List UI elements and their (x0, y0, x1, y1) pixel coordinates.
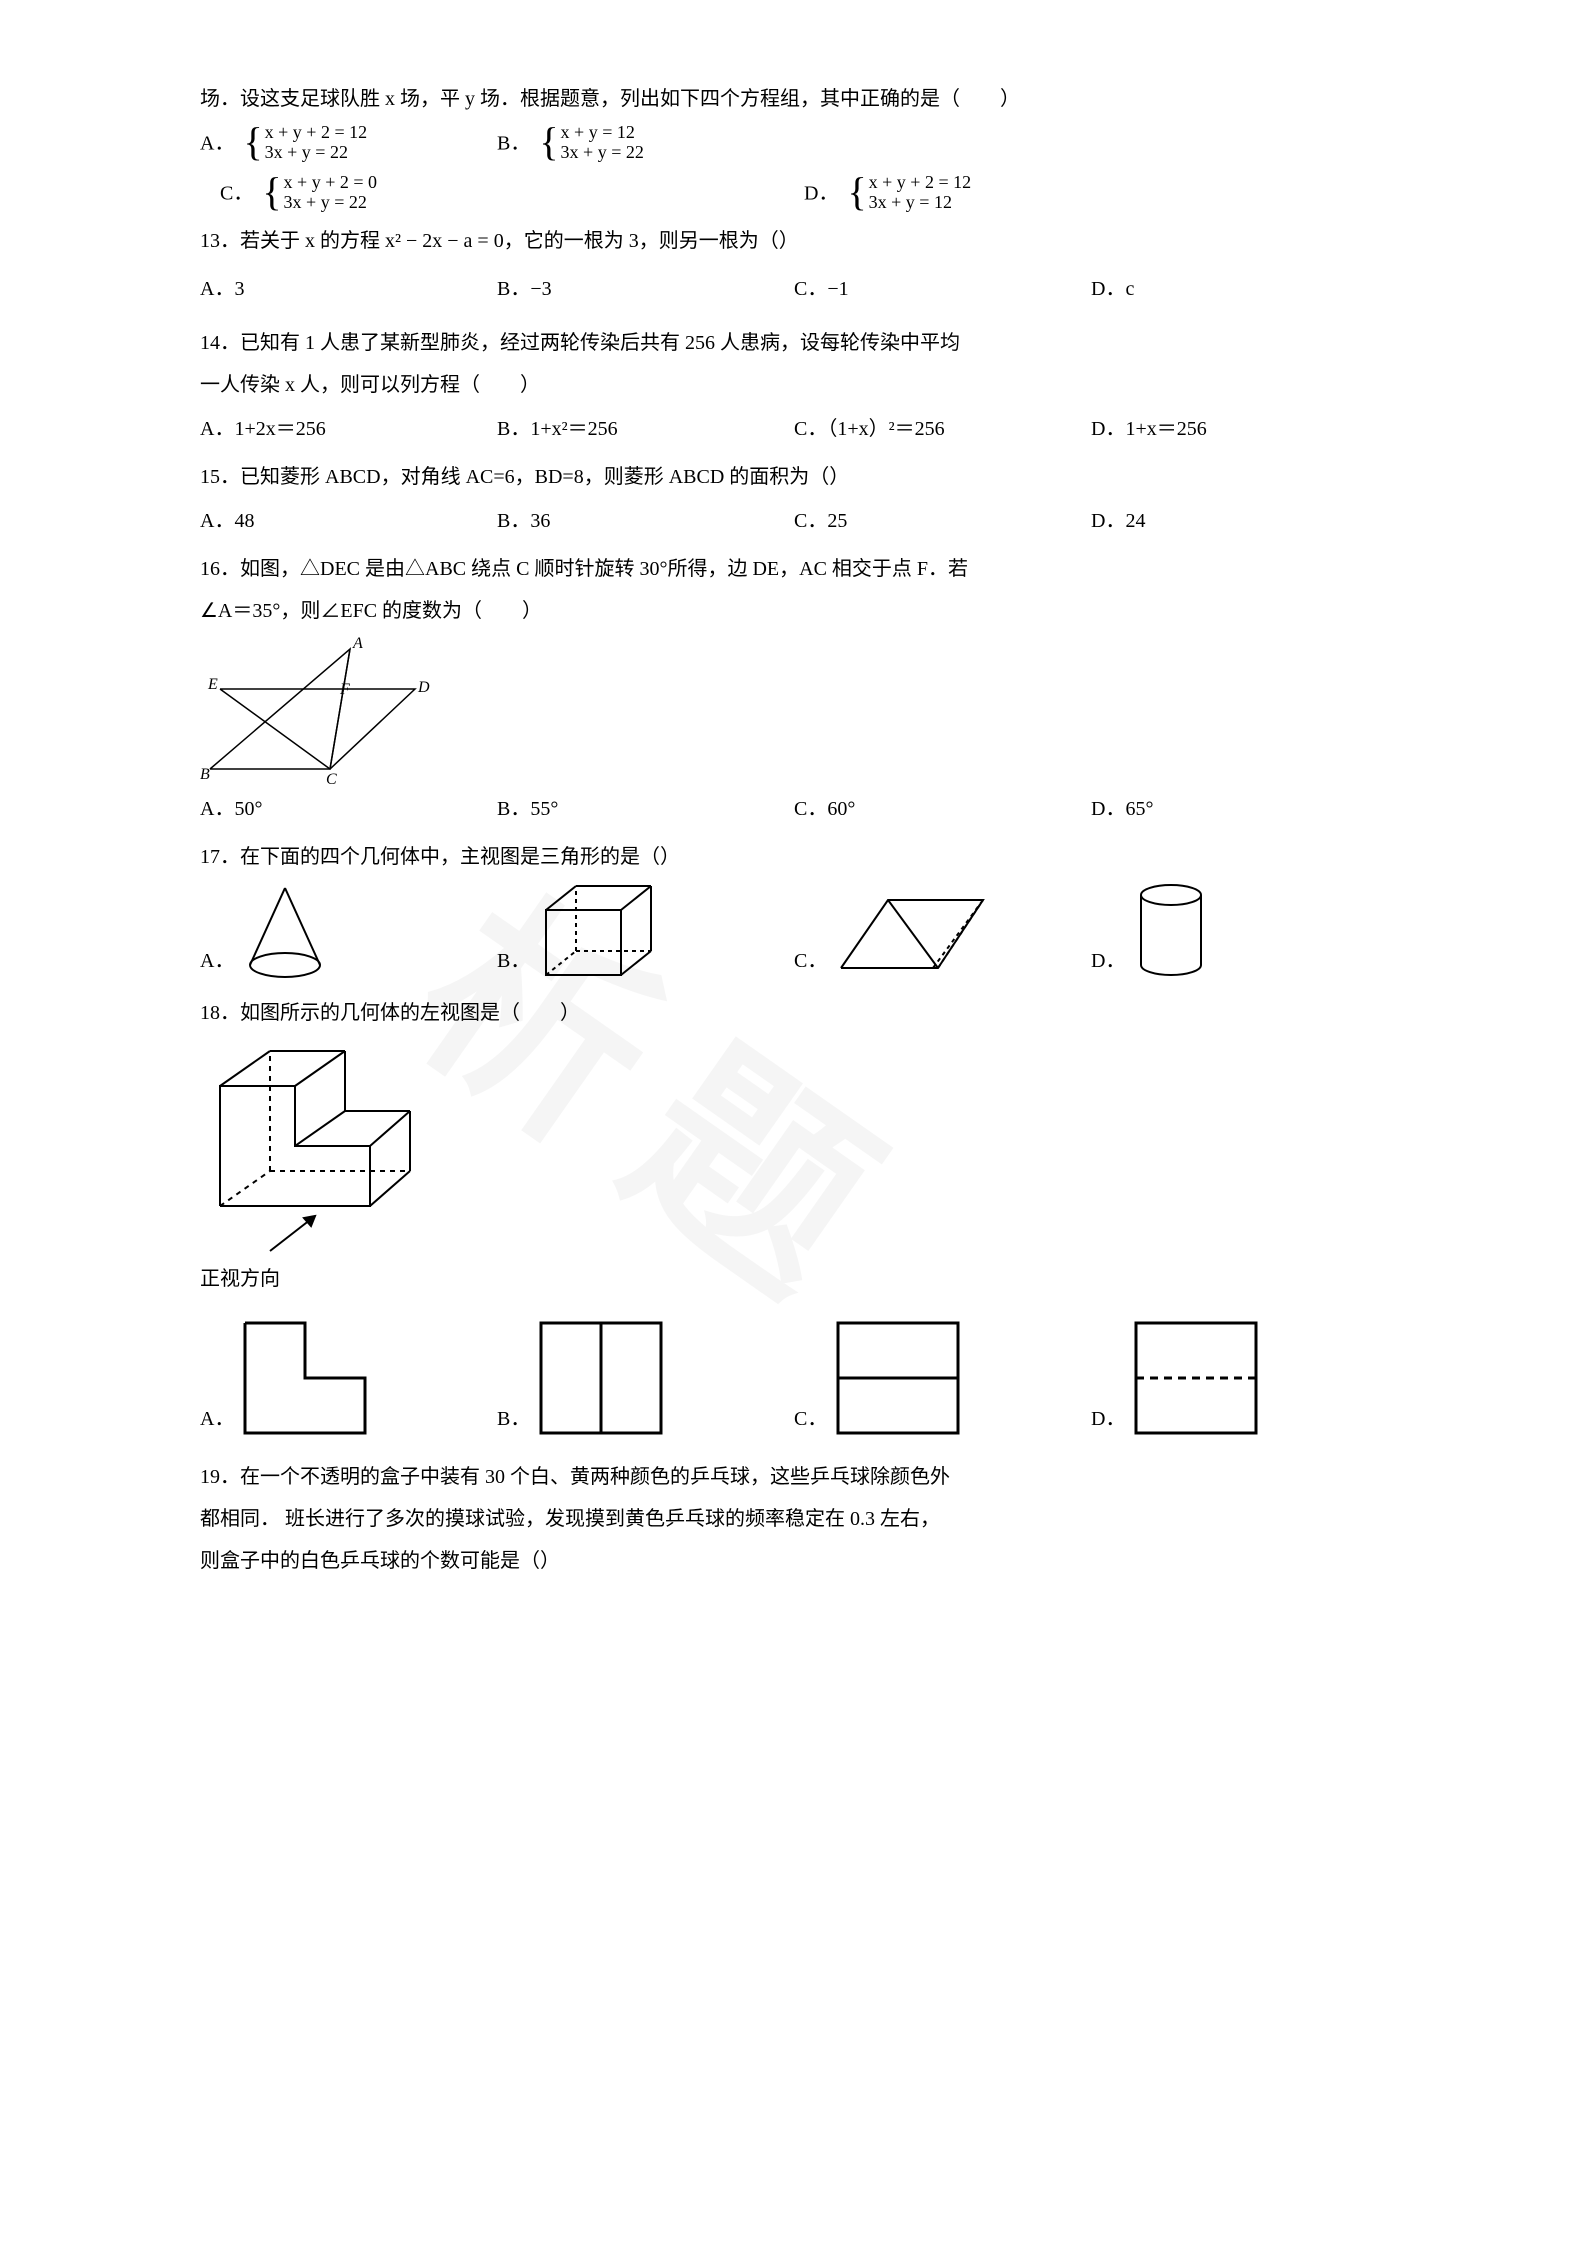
q12d-l2: 3x + y = 12 (869, 192, 971, 212)
q13-options: A．3 B．−3 C．−1 D．c (200, 270, 1388, 308)
q12-options-row2: C． { x + y + 2 = 0 3x + y = 22 D． { x + … (200, 172, 1388, 218)
q17-text: 17．在下面的四个几何体中，主视图是三角形的是（） (200, 838, 1388, 876)
q16-options: A．50° B．55° C．60° D．65° (200, 790, 1388, 828)
q18-shape-d (1131, 1318, 1261, 1438)
q17-d: D． (1091, 880, 1388, 980)
q19-l3: 则盒子中的白色乒乓球的个数可能是（） (200, 1542, 1388, 1580)
q12-opt-a: A． { x + y + 2 = 12 3x + y = 22 (200, 122, 497, 168)
q15-d: D．24 (1091, 502, 1388, 540)
q12-opt-b: B． { x + y = 12 3x + y = 22 (497, 122, 794, 168)
q12a-l2: 3x + y = 22 (265, 142, 367, 162)
q13-text: 13．若关于 x 的方程 x² − 2x − a = 0，它的一根为 3，则另一… (200, 222, 1388, 260)
q18-shape-c (833, 1318, 963, 1438)
q16-b: B．55° (497, 790, 794, 828)
q13-c: C．−1 (794, 270, 1091, 308)
q19-l2: 都相同． 班长进行了多次的摸球试验，发现摸到黄色乒乓球的频率稳定在 0.3 左右… (200, 1500, 1388, 1538)
q15-a: A．48 (200, 502, 497, 540)
cube-icon (536, 880, 666, 980)
svg-text:A: A (352, 635, 363, 652)
q16-l1: 16．如图，△DEC 是由△ABC 绕点 C 顺时针旋转 30°所得，边 DE，… (200, 550, 1388, 588)
q17-c: C． (794, 890, 1091, 980)
q12c-l1: x + y + 2 = 0 (284, 172, 377, 192)
q15-options: A．48 B．36 C．25 D．24 (200, 502, 1388, 540)
q18-figure: 正视方向 (200, 1036, 1388, 1298)
q18-shape-b (536, 1318, 666, 1438)
page: 析题 场．设这支足球队胜 x 场，平 y 场．根据题意，列出如下四个方程组，其中… (0, 0, 1588, 2245)
q15-b: B．36 (497, 502, 794, 540)
q14-l2: 一人传染 x 人，则可以列方程（ ） (200, 366, 1388, 404)
q18-c: C． (794, 1318, 1091, 1438)
q18-text: 18．如图所示的几何体的左视图是（ ） (200, 994, 1388, 1032)
svg-text:F: F (339, 681, 350, 698)
q14-c: C．（1+x）²＝256 (794, 410, 1091, 448)
q18-options: A． B． C． (200, 1318, 1388, 1438)
q12c-l2: 3x + y = 22 (284, 192, 377, 212)
q12-options-row1: A． { x + y + 2 = 12 3x + y = 22 B． { x +… (200, 122, 1388, 168)
q14-b: B．1+x²＝256 (497, 410, 794, 448)
q14-l1: 14．已知有 1 人患了某新型肺炎，经过两轮传染后共有 256 人患病，设每轮传… (200, 324, 1388, 362)
q16-d: D．65° (1091, 790, 1388, 828)
q14-d: D．1+x＝256 (1091, 410, 1388, 448)
q12-continuation: 场．设这支足球队胜 x 场，平 y 场．根据题意，列出如下四个方程组，其中正确的… (200, 80, 1388, 118)
q15-c: C．25 (794, 502, 1091, 540)
prism-icon (833, 890, 993, 980)
q17-a: A． (200, 880, 497, 980)
q16-a: A．50° (200, 790, 497, 828)
svg-text:D: D (417, 679, 430, 696)
q18-b: B． (497, 1318, 794, 1438)
q12-opt-d: D． { x + y + 2 = 12 3x + y = 12 (804, 172, 1096, 218)
q16-l2: ∠A＝35°，则∠EFC 的度数为（ ） (200, 592, 1388, 630)
q12b-l1: x + y = 12 (561, 122, 644, 142)
q19-l1: 19．在一个不透明的盒子中装有 30 个白、黄两种颜色的乒乓球，这些乒乓球除颜色… (200, 1458, 1388, 1496)
q12a-l1: x + y + 2 = 12 (265, 122, 367, 142)
q16-c: C．60° (794, 790, 1091, 828)
q13-a: A．3 (200, 270, 497, 308)
svg-text:C: C (326, 771, 337, 784)
q18-d: D． (1091, 1318, 1388, 1438)
q13-d: D．c (1091, 270, 1388, 308)
q18-a: A． (200, 1318, 497, 1438)
q12-opt-c: C． { x + y + 2 = 0 3x + y = 22 (200, 172, 512, 218)
q18-shape-a (240, 1318, 370, 1438)
q14-options: A．1+2x＝256 B．1+x²＝256 C．（1+x）²＝256 D．1+x… (200, 410, 1388, 448)
q14-a: A．1+2x＝256 (200, 410, 497, 448)
q17-options: A． B． (200, 880, 1388, 980)
q15-text: 15．已知菱形 ABCD，对角线 AC=6，BD=8，则菱形 ABCD 的面积为… (200, 458, 1388, 496)
q17-b: B． (497, 880, 794, 980)
q12b-l2: 3x + y = 22 (561, 142, 644, 162)
svg-text:B: B (200, 766, 210, 783)
q18-caption: 正视方向 (200, 1260, 1388, 1298)
cone-icon (240, 880, 330, 980)
q12d-l1: x + y + 2 = 12 (869, 172, 971, 192)
q13-b: B．−3 (497, 270, 794, 308)
cylinder-icon (1131, 880, 1211, 980)
svg-text:E: E (207, 676, 218, 693)
q16-figure: A D E B C F (200, 634, 1388, 784)
